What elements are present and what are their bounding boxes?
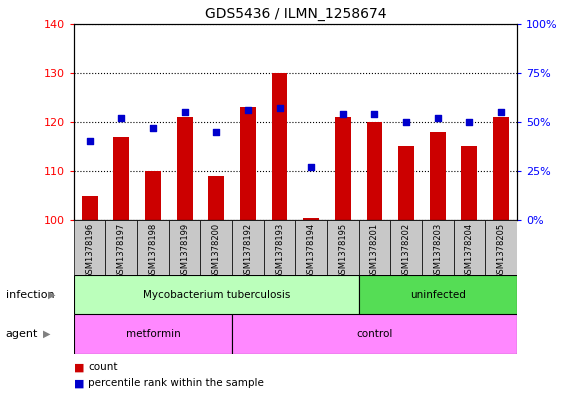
Text: GSM1378201: GSM1378201 [370, 223, 379, 279]
Text: metformin: metformin [126, 329, 180, 339]
Text: GSM1378199: GSM1378199 [180, 223, 189, 279]
Bar [493, 117, 509, 220]
Bar [422, 220, 454, 275]
Text: GSM1378200: GSM1378200 [212, 223, 221, 279]
Bar [177, 117, 193, 220]
Bar [106, 220, 137, 275]
Bar [485, 220, 517, 275]
Point [402, 119, 411, 125]
Text: GSM1378194: GSM1378194 [307, 223, 316, 279]
Bar [74, 220, 106, 275]
Text: uninfected: uninfected [410, 290, 466, 300]
Point [275, 105, 284, 111]
Point [85, 138, 94, 145]
Text: ▶: ▶ [43, 329, 50, 339]
Text: GSM1378197: GSM1378197 [117, 223, 126, 279]
Text: control: control [356, 329, 392, 339]
Text: ■: ■ [74, 378, 84, 388]
Text: GSM1378193: GSM1378193 [275, 223, 284, 279]
Bar [82, 195, 98, 220]
Text: infection: infection [6, 290, 55, 300]
Bar [461, 146, 477, 220]
Bar [114, 136, 130, 220]
Point [148, 125, 157, 131]
Bar [145, 171, 161, 220]
Text: GSM1378202: GSM1378202 [402, 223, 411, 279]
Bar [74, 275, 358, 314]
Title: GDS5436 / ILMN_1258674: GDS5436 / ILMN_1258674 [204, 7, 386, 21]
Text: Mycobacterium tuberculosis: Mycobacterium tuberculosis [143, 290, 290, 300]
Bar [335, 117, 350, 220]
Bar [358, 220, 390, 275]
Point [496, 109, 506, 115]
Point [370, 111, 379, 117]
Bar [390, 220, 422, 275]
Bar [398, 146, 414, 220]
Point [465, 119, 474, 125]
Bar [208, 176, 224, 220]
Bar [430, 132, 446, 220]
Text: count: count [88, 362, 118, 373]
Bar [295, 220, 327, 275]
Bar [232, 220, 264, 275]
Point [243, 107, 252, 113]
Bar [327, 220, 358, 275]
Bar [137, 220, 169, 275]
Text: percentile rank within the sample: percentile rank within the sample [88, 378, 264, 388]
Text: agent: agent [6, 329, 38, 339]
Bar [74, 314, 232, 354]
Point [117, 115, 126, 121]
Point [433, 115, 442, 121]
Bar [272, 73, 287, 220]
Point [339, 111, 348, 117]
Text: GSM1378198: GSM1378198 [148, 223, 157, 279]
Bar [454, 220, 485, 275]
Point [307, 164, 316, 170]
Bar [303, 218, 319, 220]
Text: GSM1378192: GSM1378192 [244, 223, 252, 279]
Text: GSM1378203: GSM1378203 [433, 223, 442, 279]
Bar [358, 275, 517, 314]
Bar [366, 122, 382, 220]
Text: GSM1378196: GSM1378196 [85, 223, 94, 279]
Text: ■: ■ [74, 362, 84, 373]
Bar [264, 220, 295, 275]
Text: ▶: ▶ [48, 290, 56, 300]
Point [180, 109, 189, 115]
Text: GSM1378195: GSM1378195 [339, 223, 347, 279]
Bar [201, 220, 232, 275]
Point [212, 129, 221, 135]
Bar [169, 220, 201, 275]
Text: GSM1378204: GSM1378204 [465, 223, 474, 279]
Text: GSM1378205: GSM1378205 [496, 223, 506, 279]
Bar [240, 107, 256, 220]
Bar [232, 314, 517, 354]
